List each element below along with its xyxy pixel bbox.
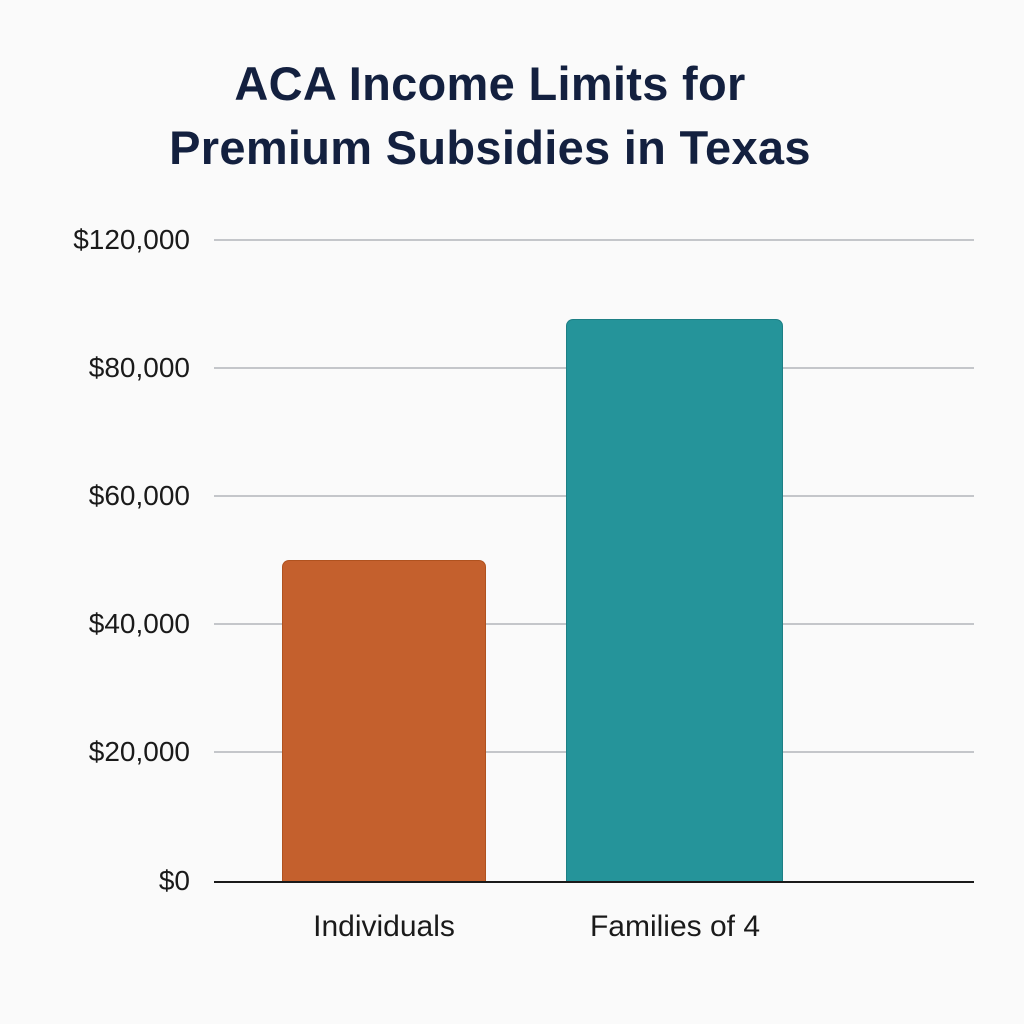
- y-tick-label: $80,000: [88, 352, 190, 383]
- y-tick-label: $60,000: [88, 480, 190, 511]
- gridline-120000: [214, 239, 974, 241]
- bar-families-of-4: [566, 319, 783, 882]
- y-tick-label: $120,000: [73, 224, 190, 255]
- y-tick-label: $0: [158, 865, 190, 896]
- bar-individuals: [282, 560, 486, 882]
- chart-title-line-2: Premium Subsidies in Texas: [169, 121, 811, 174]
- chart-title: ACA Income Limits for Premium Subsidies …: [0, 52, 980, 180]
- x-tick-label-individuals: Individuals: [313, 910, 455, 943]
- chart-title-line-1: ACA Income Limits for: [234, 57, 746, 110]
- x-axis-line: [214, 881, 974, 883]
- x-tick-label-families-of-4: Families of 4: [589, 910, 761, 943]
- y-tick-label: $20,000: [88, 736, 190, 767]
- y-tick-label: $40,000: [88, 608, 190, 639]
